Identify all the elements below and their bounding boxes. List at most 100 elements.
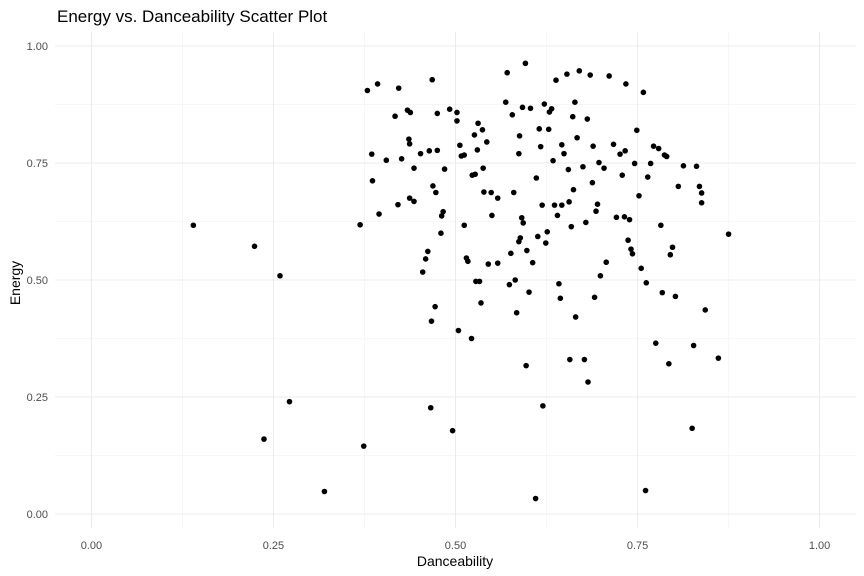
y-axis-title: Energy xyxy=(7,261,23,305)
scatter-point xyxy=(541,101,548,107)
scatter-point xyxy=(519,104,526,111)
scatter-point xyxy=(566,199,572,205)
scatter-point xyxy=(669,244,676,251)
scatter-point xyxy=(585,379,591,385)
scatter-point xyxy=(471,132,478,138)
scatter-point xyxy=(574,134,580,141)
scatter-point xyxy=(650,143,657,149)
scatter-point xyxy=(383,157,390,164)
scatter-point xyxy=(522,60,529,67)
scatter-point xyxy=(438,230,444,237)
scatter-point xyxy=(457,142,463,149)
scatter-point xyxy=(626,216,633,223)
scatter-point xyxy=(601,165,607,171)
scatter-point xyxy=(539,202,545,208)
scatter-point xyxy=(587,72,594,78)
scatter-point xyxy=(417,150,424,157)
scatter-point xyxy=(190,222,197,229)
scatter-point xyxy=(454,109,460,116)
scatter-point xyxy=(551,202,558,208)
scatter-point xyxy=(572,99,578,105)
scatter-point xyxy=(589,179,596,186)
scatter-point xyxy=(426,148,433,154)
x-axis-title: Danceability xyxy=(417,553,493,569)
scatter-point xyxy=(517,235,524,241)
scatter-point xyxy=(570,186,577,193)
scatter-point xyxy=(468,335,475,342)
scatter-point xyxy=(658,222,664,229)
scatter-point xyxy=(440,208,446,215)
scatter-point xyxy=(596,159,602,166)
scatter-point xyxy=(461,152,468,158)
scatter-point xyxy=(606,73,612,79)
scatter-point xyxy=(407,109,414,116)
scatter-point xyxy=(494,195,501,201)
scatter-point xyxy=(584,116,591,122)
scatter-point xyxy=(395,85,402,91)
scatter-point xyxy=(642,487,649,494)
y-tick-label: 1.00 xyxy=(27,41,48,53)
scatter-point xyxy=(556,280,562,287)
scatter-point xyxy=(698,199,705,206)
scatter-point xyxy=(480,165,486,171)
scatter-point xyxy=(454,118,460,124)
scatter-point xyxy=(523,362,529,369)
scatter-point xyxy=(655,145,662,152)
scatter-point xyxy=(376,211,382,217)
scatter-point xyxy=(465,258,471,265)
scatter-point xyxy=(559,202,565,208)
scatter-point xyxy=(576,68,583,74)
scatter-point xyxy=(652,340,659,346)
scatter-point xyxy=(430,183,436,189)
y-tick-label: 0.00 xyxy=(27,509,48,521)
scatter-point xyxy=(628,246,634,252)
scatter-point xyxy=(406,141,413,147)
scatter-point xyxy=(524,247,530,254)
scatter-point xyxy=(715,355,722,361)
scatter-point xyxy=(702,307,709,313)
scatter-point xyxy=(621,214,628,220)
scatter-point xyxy=(508,250,514,257)
data-points xyxy=(190,60,732,502)
scatter-point xyxy=(542,240,549,246)
scatter-point xyxy=(594,201,601,207)
scatter-point xyxy=(659,289,666,296)
scatter-point xyxy=(567,356,573,363)
scatter-point xyxy=(689,425,695,432)
scatter-point xyxy=(513,309,520,316)
scatter-point xyxy=(590,143,596,149)
scatter-point xyxy=(429,76,435,83)
scatter-point xyxy=(449,427,456,434)
scatter-point xyxy=(568,223,575,230)
scatter-point xyxy=(510,189,517,196)
scatter-point xyxy=(434,147,441,154)
scatter-point xyxy=(663,153,670,160)
scatter-point xyxy=(591,294,598,301)
chart-title: Energy vs. Danceability Scatter Plot xyxy=(57,7,328,26)
scatter-point xyxy=(554,212,561,219)
scatter-point xyxy=(644,174,651,180)
scatter-point xyxy=(610,141,617,148)
scatter-point xyxy=(481,189,487,195)
scatter-point xyxy=(438,213,445,219)
scatter-point xyxy=(478,300,484,306)
scatter-point xyxy=(432,303,438,310)
scatter-point xyxy=(680,163,687,169)
scatter-point xyxy=(675,183,682,190)
scatter-point xyxy=(277,272,283,279)
scatter-point xyxy=(636,192,642,199)
scatter-point xyxy=(634,127,640,134)
scatter-point xyxy=(572,314,579,320)
x-tick-label: 0.50 xyxy=(445,540,466,552)
scatter-point xyxy=(406,195,413,201)
scatter-point xyxy=(666,360,672,367)
scatter-point xyxy=(374,81,381,87)
x-tick-label: 1.00 xyxy=(809,540,830,552)
scatter-point xyxy=(565,166,572,173)
scatter-point xyxy=(640,89,647,96)
scatter-point xyxy=(360,443,367,449)
scatter-point xyxy=(623,81,629,87)
scatter-point xyxy=(617,151,623,157)
scatter-point xyxy=(583,219,589,226)
